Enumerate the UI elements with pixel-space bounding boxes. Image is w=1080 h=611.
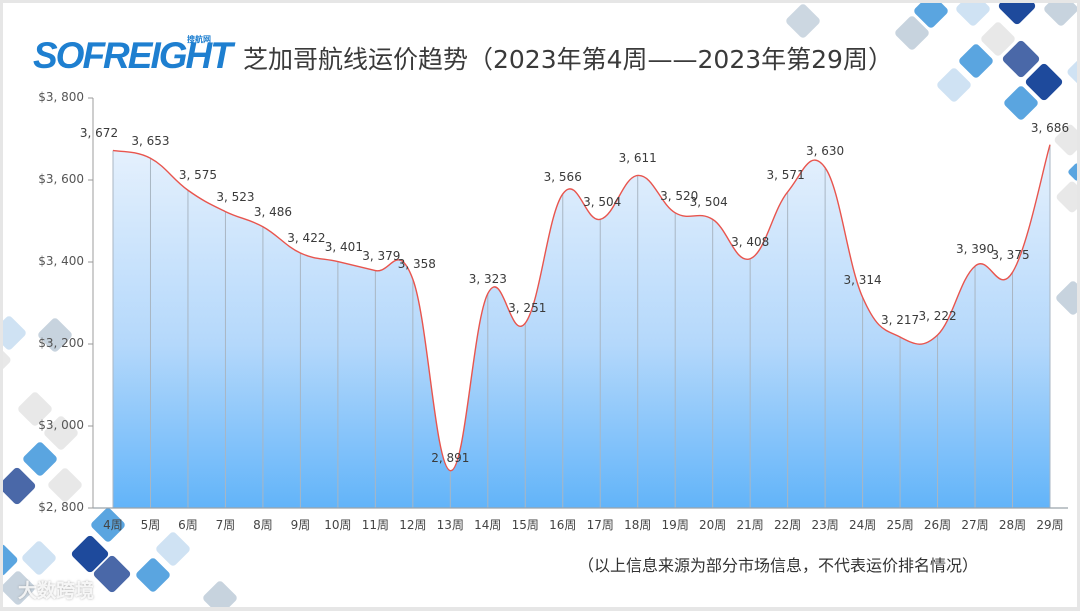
x-tick-label: 9周 [290, 518, 311, 532]
decorative-diamonds [3, 3, 1077, 607]
x-tick-label: 14周 [474, 518, 502, 532]
x-tick-label: 4周 [103, 518, 123, 532]
x-tick-label: 29周 [1036, 518, 1064, 532]
data-label: 3, 251 [508, 301, 547, 316]
data-label: 3, 314 [843, 273, 882, 288]
x-tick-label: 23周 [811, 518, 839, 532]
x-tick-label: 10周 [324, 518, 352, 532]
data-label: 3, 504 [689, 195, 728, 210]
chart-title: 芝加哥航线运价趋势（2023年第4周——2023年第29周） [243, 45, 893, 74]
x-tick-label: 18周 [624, 518, 652, 532]
data-label: 3, 566 [543, 169, 582, 184]
y-tick-label: $3, 000 [38, 418, 84, 432]
drop-lines [112, 144, 1051, 508]
data-label: 3, 575 [178, 168, 218, 183]
y-tick-label: $3, 400 [38, 254, 84, 268]
y-tick-label: $3, 800 [38, 90, 84, 104]
x-tick-label: 28周 [998, 518, 1027, 532]
data-label: 3, 422 [287, 230, 326, 245]
x-tick-label: 13周 [436, 518, 464, 532]
data-label: 3, 323 [468, 271, 507, 286]
logo-subtext: 搜航网 [187, 35, 211, 44]
x-tick-label: 7周 [215, 518, 236, 532]
logo-text: SOFREIGHT [33, 35, 233, 76]
x-tick-label: 12周 [399, 518, 427, 532]
x-tick-label: 25周 [886, 518, 914, 532]
y-tick-label: $3, 600 [38, 172, 84, 186]
x-tick-label: 16周 [549, 518, 577, 532]
x-tick-label: 19周 [661, 518, 689, 532]
data-label: 3, 611 [618, 151, 657, 166]
x-tick-label: 21周 [736, 518, 764, 532]
data-label: 3, 222 [918, 308, 957, 323]
data-label: 3, 653 [131, 134, 170, 149]
watermark: 大数跨境 [18, 580, 95, 602]
x-tick-label: 6周 [178, 518, 198, 532]
axes [88, 97, 1068, 509]
x-tick-label: 11周 [361, 518, 389, 532]
x-tick-label: 20周 [699, 518, 727, 532]
data-label: 3, 358 [397, 257, 436, 272]
data-label: 3, 408 [731, 234, 770, 249]
x-tick-label: 17周 [586, 518, 614, 532]
x-tick-label: 15周 [511, 518, 539, 532]
y-tick-label: $3, 200 [38, 336, 84, 350]
sofreight-logo: SOFREIGHT 搜航网 [33, 35, 233, 76]
data-label: 3, 504 [583, 195, 622, 210]
footnote: （以上信息来源为部分市场信息，不代表运价排名情况） [578, 556, 979, 575]
data-label: 3, 523 [216, 189, 255, 204]
data-label: 3, 630 [806, 143, 845, 158]
data-label: 3, 520 [660, 188, 699, 203]
x-tick-label: 5周 [140, 518, 161, 532]
data-label: 3, 217 [880, 313, 920, 328]
data-label: 3, 379 [362, 248, 401, 263]
data-label: 3, 571 [766, 167, 805, 182]
data-label: 3, 486 [253, 204, 292, 219]
area-fill [113, 144, 1050, 509]
x-tick-label: 8周 [253, 518, 273, 532]
data-label: 2, 891 [431, 450, 470, 465]
trend-line [112, 144, 1051, 472]
data-label: 3, 390 [955, 242, 995, 257]
x-tick-label: 22周 [773, 518, 802, 532]
y-tick-label: $2, 800 [38, 500, 84, 514]
data-label: 3, 401 [324, 239, 363, 254]
data-label: 3, 686 [1030, 120, 1070, 135]
x-tick-label: 24周 [848, 518, 877, 532]
data-label: 3, 375 [991, 248, 1030, 263]
data-label: 3, 672 [79, 126, 119, 141]
x-tick-label: 27周 [961, 518, 989, 532]
x-tick-label: 26周 [923, 518, 952, 532]
